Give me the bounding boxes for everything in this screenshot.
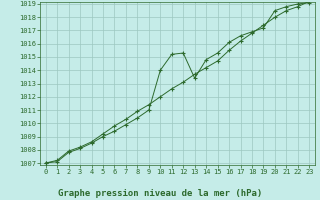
Text: Graphe pression niveau de la mer (hPa): Graphe pression niveau de la mer (hPa) — [58, 189, 262, 198]
